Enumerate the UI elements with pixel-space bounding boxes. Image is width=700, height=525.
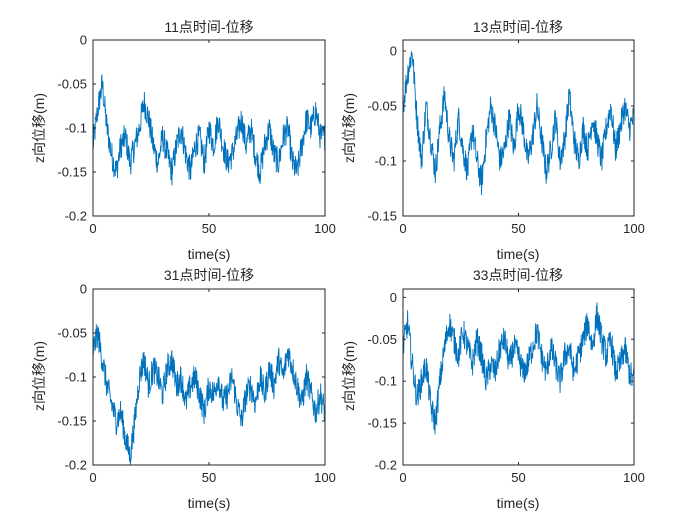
x-tick-label: 50 [202,470,216,485]
x-tick-label: 50 [202,221,216,236]
chart-title: 11点时间-位移 [164,19,253,35]
y-tick-label: -0.15 [57,165,87,180]
series-line [403,51,634,196]
y-tick-label: -0.1 [375,374,397,389]
series-line [93,324,325,465]
y-axis-label: z向位移(m) [31,93,47,163]
series-line [403,302,634,435]
series-line [93,73,325,186]
x-axis-label: time(s) [188,246,231,262]
y-axis-label: z向位移(m) [341,341,357,411]
chart-title: 31点时间-位移 [164,267,254,283]
x-tick-label: 100 [623,221,645,236]
y-tick-label: -0.1 [65,121,87,136]
y-tick-label: -0.1 [65,370,87,385]
y-tick-label: 0 [80,33,87,48]
x-tick-label: 100 [623,470,645,485]
chart-title: 33点时间-位移 [473,267,563,283]
subplot-1: 11点时间-位移 time(s) z向位移(m) [31,19,254,262]
subplot-2: 13点时间-位移 time(s) z向位移(m) [341,19,563,262]
plot-area-3: 0 50 100 0 -0.05 -0.1 -0.15 -0.2 [57,282,335,486]
x-tick-label: 100 [314,221,336,236]
y-tick-label: -0.15 [57,414,87,429]
y-tick-label: -0.2 [65,209,87,224]
y-axis-label: z向位移(m) [31,341,47,411]
y-tick-label: 0 [390,44,397,59]
subplot-3: 31点时间-位移 time(s) z向位移(m) [31,267,254,511]
plot-area-4: 0 50 100 0 -0.05 -0.1 -0.15 -0.2 [367,288,645,485]
chart-title: 13点时间-位移 [473,19,563,35]
plot-area-2: 0 50 100 0 -0.05 -0.1 -0.15 [367,39,645,236]
x-tick-label: 0 [89,221,96,236]
x-axis-label: time(s) [188,495,231,511]
subplot-4: 33点时间-位移 time(s) z向位移(m) [341,267,563,511]
x-tick-label: 50 [511,221,525,236]
plot-area-1: 0 50 100 0 -0.05 -0.1 -0.15 -0.2 [57,33,335,237]
x-tick-label: 0 [89,470,96,485]
y-tick-label: -0.2 [65,458,87,473]
y-tick-label: -0.15 [367,416,397,431]
x-axis-label: time(s) [497,246,540,262]
y-tick-label: -0.05 [57,77,87,92]
x-tick-label: 0 [399,221,406,236]
y-tick-label: -0.1 [375,154,397,169]
y-tick-label: 0 [80,282,87,297]
y-tick-label: -0.05 [367,99,397,114]
x-axis-label: time(s) [497,495,540,511]
y-tick-label: -0.15 [367,209,397,224]
y-tick-label: -0.2 [375,458,397,473]
y-tick-label: 0 [390,290,397,305]
y-tick-label: -0.05 [57,326,87,341]
y-axis-label: z向位移(m) [341,93,357,163]
x-tick-label: 50 [511,470,525,485]
x-tick-label: 0 [399,470,406,485]
x-tick-label: 100 [314,470,336,485]
y-tick-label: -0.05 [367,332,397,347]
